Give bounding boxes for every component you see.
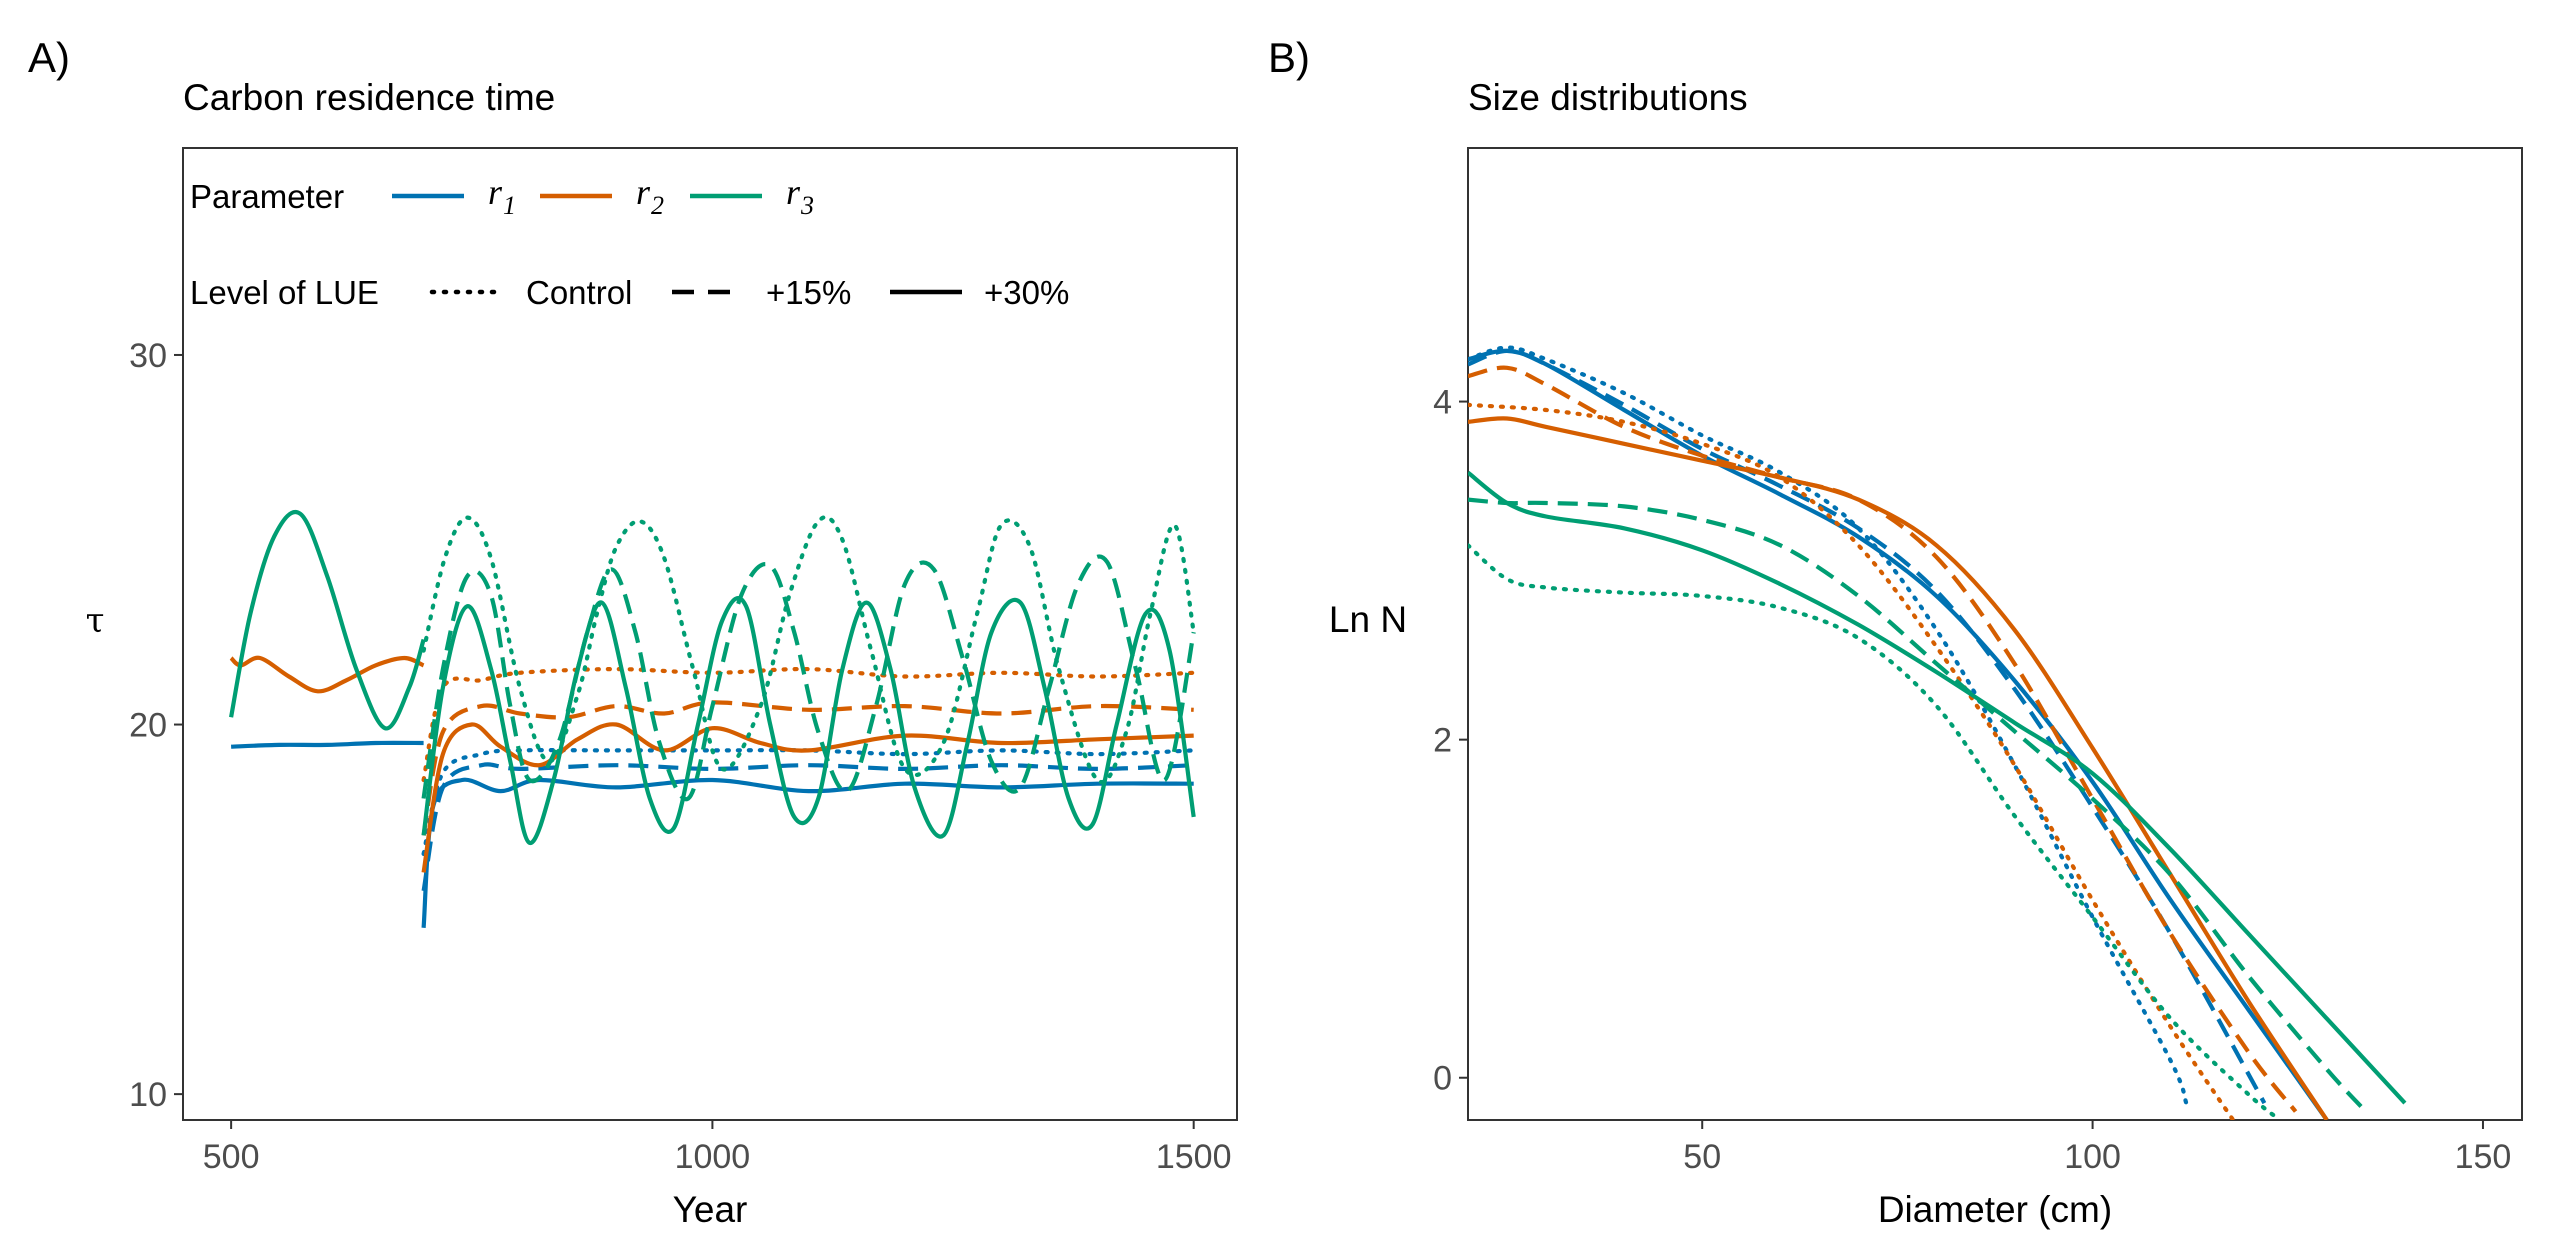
series-line-r1-plus30 [421,777,1194,928]
panel-a-x-ticks: 500 1000 1500 [203,1120,1232,1176]
panel-b-x-axis-title: Diameter (cm) [1878,1189,2112,1230]
legend-key-plus30: +30% [890,274,1069,311]
legend-lue-row: Level of LUE Control +15% +30% [190,274,1069,311]
legend-label-plus15: +15% [766,274,851,311]
legend-label-plus30: +30% [984,274,1069,311]
series-line-r2-control [421,666,1196,783]
series-line-r2-plus15 [1468,365,2298,1113]
series-line-r3-plus30 [421,596,1196,845]
series-line-r2-plus15 [421,700,1194,836]
series-line-r1-plus15 [421,762,1194,892]
panel-b-title: Size distributions [1468,77,1748,118]
panel-a-title: Carbon residence time [183,77,555,118]
series-line-r3-control [421,515,1196,785]
x-tick-label: 500 [203,1138,260,1176]
series-line-r1-plus30 [1468,348,2329,1120]
panel-a-y-ticks: 10 20 30 [129,337,183,1114]
y-tick-label: 30 [129,337,167,375]
y-tick-label: 4 [1433,384,1452,422]
y-tick-label: 2 [1433,722,1452,760]
panel-a-y-axis-title: τ [86,601,105,641]
panel-a-frame [182,147,1238,1121]
panel-b-x-ticks: 50 100 150 [1683,1120,2511,1176]
series-line-r1-spinup [231,740,424,749]
series-line-r2-plus30 [1468,416,2329,1120]
legend-label-r2: r [636,172,651,212]
legend-key-plus15: +15% [672,274,851,311]
panel-a: A) Carbon residence time 500 1000 1500 10 2… [28,34,1238,1230]
panel-a-letter: A) [28,34,70,81]
series-line-r1-plus15 [1468,348,2267,1105]
series-line-r2-spinup [229,655,425,694]
x-tick-label: 150 [2455,1138,2512,1176]
panel-b-letter: B) [1268,34,1310,81]
y-tick-label: 0 [1433,1060,1452,1098]
series-line-r2-control [1468,402,2236,1120]
series-line-r2-plus30 [421,722,1194,873]
series-line-r3-plus30 [1468,470,2407,1105]
x-tick-label: 100 [2064,1138,2121,1176]
legend-key-control: Control [429,274,632,311]
legend-parameter-title: Parameter [190,178,344,215]
x-tick-label: 50 [1683,1138,1721,1176]
legend-label-r3: r [786,172,801,212]
series-line-r3-spinup [229,510,426,731]
panel-b-plot-area: 50 100 150 0 2 4 [1433,147,2523,1176]
legend-label-subscript: 2 [651,191,664,220]
panel-a-plot-area: 500 1000 1500 10 20 30 [129,147,1238,1176]
panel-b-lines [1468,345,2407,1120]
x-tick-label: 1000 [675,1138,751,1176]
panel-b: B) Size distributions 50 100 150 0 2 4 Diame… [1268,34,2523,1230]
series-line-r3-control [1468,543,2283,1120]
series-line-r3-plus15 [421,554,1196,802]
panel-b-frame [1467,147,2523,1121]
y-tick-label: 10 [129,1076,167,1114]
panel-b-y-axis-title: Ln N [1329,599,1407,640]
panel-a-x-axis-title: Year [673,1189,748,1230]
series-line-r1-control [421,748,1196,856]
legend-label-r1: r [488,172,503,212]
series-line-r3-plus15 [1468,497,2368,1113]
panel-a-lines [229,510,1196,928]
legend-label-subscript: 3 [800,191,814,220]
y-tick-label: 20 [129,707,167,745]
panel-b-y-ticks: 0 2 4 [1433,384,1468,1098]
legend-lue-title: Level of LUE [190,274,379,311]
legend-label-control: Control [526,274,632,311]
legend-label-subscript: 1 [503,191,516,220]
x-tick-label: 1500 [1156,1138,1232,1176]
